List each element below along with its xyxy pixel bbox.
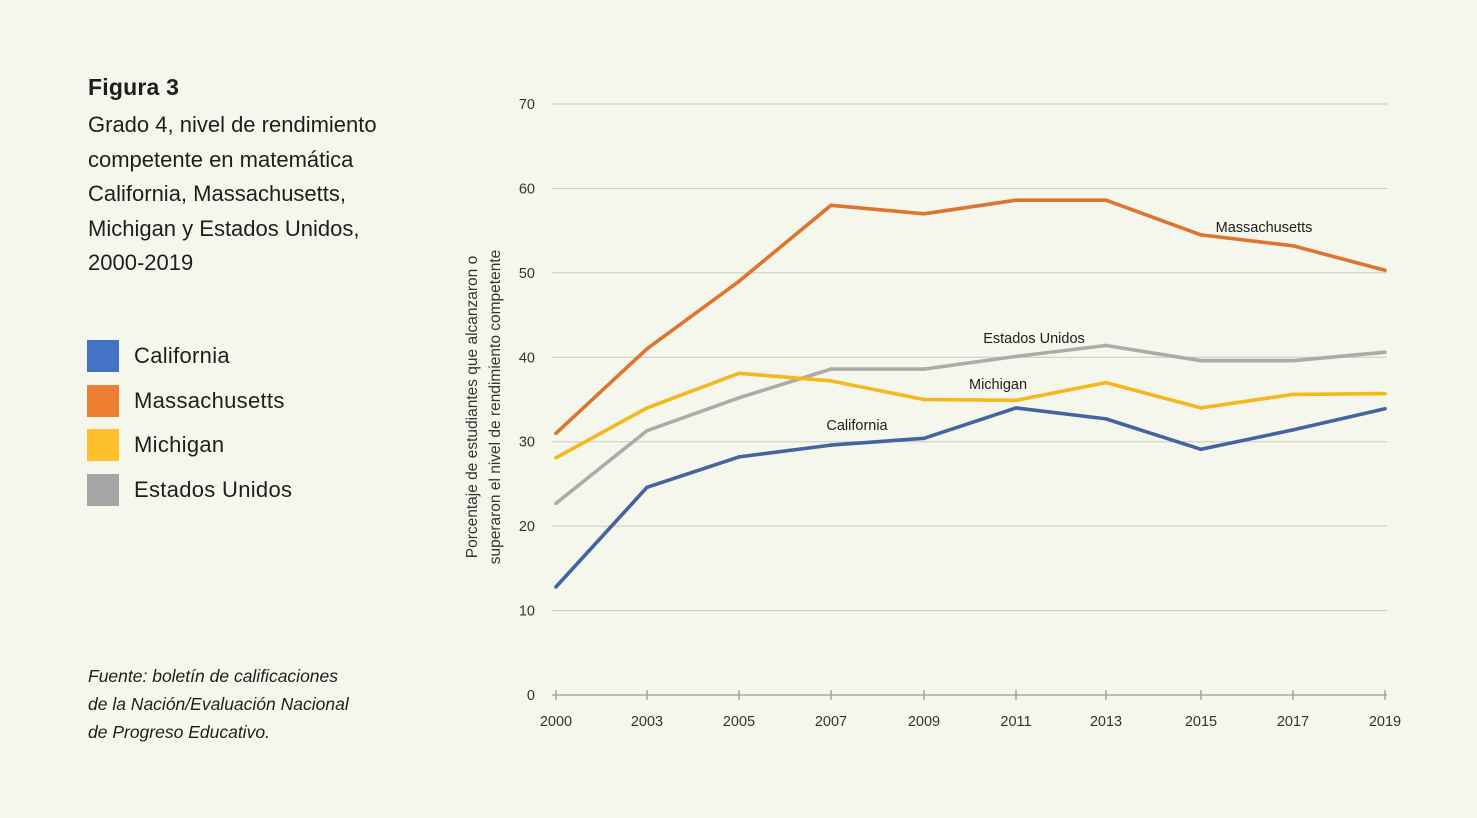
data-point-estados-unidos [737, 396, 741, 400]
annotation-estados-unidos: Estados Unidos [983, 331, 1085, 347]
source-note: Fuente: boletín de calificaciones de la … [88, 662, 408, 746]
data-point-massachusetts [1014, 198, 1018, 203]
figure-title-line: California, Massachusetts, [88, 181, 346, 206]
y-tick-label: 0 [527, 688, 535, 704]
data-point-estados-unidos [1383, 350, 1387, 355]
data-point-michigan [554, 455, 558, 460]
x-tick-label: 2005 [723, 714, 755, 730]
data-point-estados-unidos [1104, 343, 1108, 348]
x-tick-label: 2015 [1185, 714, 1217, 730]
x-axis: 2000 2003 2005 2007 2009 2011 2013 2015 2017 2019 [540, 690, 1401, 730]
figure-title-line: Grado 4, nivel de rendimiento [88, 112, 377, 137]
x-tick-label: 2019 [1369, 714, 1401, 730]
y-tick-label: 60 [519, 181, 535, 197]
data-series [554, 198, 1387, 589]
chart-legend: California Massachusetts Michigan Estado… [87, 340, 292, 518]
y-axis-label-line: Porcentaje de estudiantes que alcanzaron… [464, 256, 481, 558]
data-point-massachusetts [1383, 268, 1387, 273]
series-line-california [554, 406, 1386, 589]
legend-item-michigan: Michigan [87, 429, 292, 461]
source-line: Fuente: boletín de calificaciones [88, 666, 339, 686]
x-tick-label: 2017 [1277, 714, 1309, 730]
data-point-estados-unidos [645, 428, 649, 433]
series-annotations: Massachusetts Estados Unidos Michigan Calif… [826, 220, 1312, 434]
x-tick-label: 2007 [815, 714, 847, 730]
figure-title-line: competente en matemática [88, 146, 354, 172]
data-point-michigan [645, 406, 649, 410]
data-point-california [1014, 406, 1018, 410]
data-point-michigan [1199, 406, 1203, 410]
y-axis-label-line: superaron el nivel de rendimiento compet… [487, 250, 504, 565]
legend-swatch-michigan [87, 429, 119, 461]
data-point-estados-unidos [922, 367, 926, 371]
legend-label-massachusetts: Massachusetts [134, 387, 285, 413]
x-tick-label: 2011 [1000, 714, 1031, 730]
y-tick-label: 20 [519, 519, 535, 535]
series-line-michigan [555, 371, 1386, 460]
x-tick-label: 2013 [1090, 714, 1122, 730]
data-point-massachusetts [922, 211, 926, 216]
data-point-michigan [1291, 392, 1295, 397]
series-line-massachusetts [554, 198, 1386, 435]
source-line: de la Nación/Evaluación Nacional [88, 694, 349, 714]
data-point-michigan [829, 379, 833, 383]
legend-item-california: California [87, 340, 292, 372]
data-point-estados-unidos [1014, 354, 1018, 359]
figure-title-line: 2000-2019 [88, 250, 194, 275]
data-point-estados-unidos [829, 367, 833, 371]
data-point-california [1199, 447, 1203, 452]
legend-item-massachusetts: Massachusetts [87, 384, 292, 417]
data-point-massachusetts [1291, 244, 1295, 248]
legend-label-california: California [134, 343, 230, 368]
grid-lines [552, 103, 1387, 612]
data-point-massachusetts [645, 347, 649, 351]
legend-swatch-massachusetts [87, 384, 119, 417]
annotation-california: California [826, 418, 888, 434]
data-point-california [1291, 428, 1295, 432]
x-tick-label: 2009 [908, 714, 940, 730]
y-tick-label: 40 [519, 350, 535, 366]
data-point-michigan [1014, 398, 1018, 403]
y-axis-label: Porcentaje de estudiantes que alcanzaron… [464, 250, 504, 565]
data-point-california [645, 485, 649, 490]
legend-label-estados-unidos: Estados Unidos [134, 476, 293, 502]
legend-swatch-california [87, 340, 119, 372]
figure-label: Figura 3 [88, 74, 180, 100]
figure-title-line: Michigan y Estados Unidos, [88, 215, 360, 241]
data-point-massachusetts [554, 431, 558, 436]
data-point-estados-unidos [1199, 358, 1203, 363]
x-tick-label: 2000 [540, 714, 572, 730]
y-tick-label: 30 [519, 435, 535, 451]
data-point-massachusetts [1199, 233, 1203, 237]
y-tick-label: 50 [519, 266, 535, 282]
data-point-california [1104, 417, 1108, 421]
data-point-california [829, 443, 833, 447]
data-point-massachusetts [1104, 198, 1108, 203]
data-point-california [737, 455, 741, 459]
series-line-estados-unidos [554, 343, 1386, 505]
data-point-michigan [1104, 380, 1108, 385]
data-point-california [922, 436, 926, 441]
annotation-massachusetts: Massachusetts [1216, 220, 1313, 236]
legend-swatch-estados-unidos [87, 473, 119, 506]
x-tick-label: 2003 [631, 714, 663, 730]
legend-item-estados-unidos: Estados Unidos [87, 473, 293, 506]
y-tick-label: 70 [519, 97, 535, 113]
source-line: de Progreso Educativo. [88, 722, 270, 742]
data-point-estados-unidos [1291, 358, 1295, 363]
legend-label-michigan: Michigan [134, 432, 225, 457]
figure-title: Grado 4, nivel de rendimiento competente… [88, 108, 428, 281]
data-point-massachusetts [737, 279, 741, 284]
data-point-california [1383, 406, 1387, 411]
data-point-michigan [737, 371, 741, 376]
data-point-estados-unidos [554, 501, 558, 506]
y-tick-label: 10 [519, 604, 535, 620]
data-point-massachusetts [829, 203, 833, 208]
annotation-michigan: Michigan [969, 377, 1027, 393]
data-point-california [554, 585, 558, 589]
data-point-michigan [1383, 391, 1387, 396]
data-point-michigan [922, 397, 926, 402]
y-axis: 0 10 20 30 40 50 60 70 [519, 97, 535, 704]
